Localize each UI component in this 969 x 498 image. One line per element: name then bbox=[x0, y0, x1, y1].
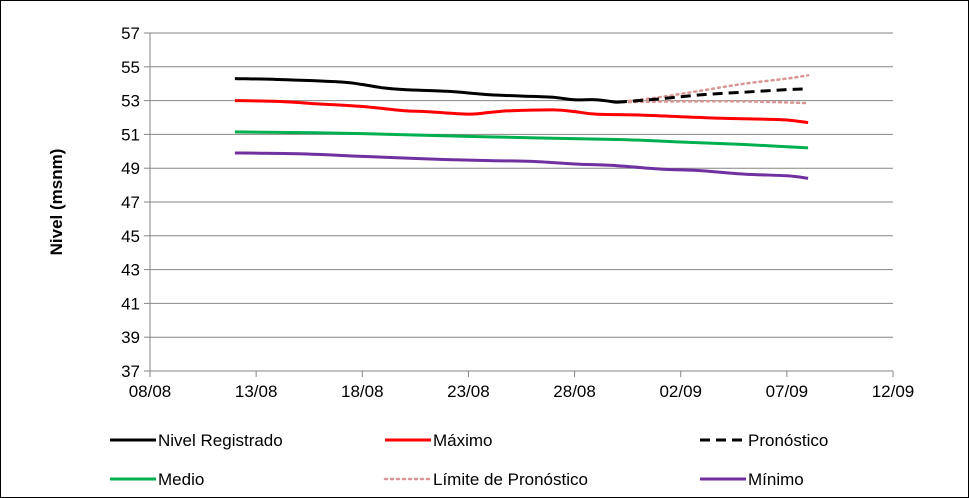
legend-label: Mínimo bbox=[748, 470, 804, 489]
legend-label: Límite de Pronóstico bbox=[433, 470, 588, 489]
x-tick-label: 28/08 bbox=[553, 382, 596, 401]
x-tick-label: 02/09 bbox=[659, 382, 702, 401]
y-tick-label: 53 bbox=[121, 92, 140, 111]
series-line-m-nimo bbox=[234, 151, 809, 180]
y-tick-label: 49 bbox=[121, 159, 140, 178]
x-tick-label: 12/09 bbox=[872, 382, 915, 401]
y-tick-label: 45 bbox=[121, 227, 140, 246]
x-tick-label: 08/08 bbox=[129, 382, 172, 401]
series-line-l-mite-de-pron-stico bbox=[615, 74, 810, 104]
y-tick-label: 39 bbox=[121, 328, 140, 347]
y-tick-label: 47 bbox=[121, 193, 140, 212]
axes: 37 39 41 43 45 47 49 51 53 55 57 08/08 13/08 18/08 23/… bbox=[121, 24, 914, 401]
legend-label: Máximo bbox=[433, 431, 493, 450]
y-tick-label: 43 bbox=[121, 261, 140, 280]
legend-label: Medio bbox=[158, 470, 204, 489]
x-tick-label: 23/08 bbox=[447, 382, 490, 401]
series-line-nivel-registrado bbox=[234, 77, 618, 104]
gridlines bbox=[150, 32, 893, 372]
y-axis-title: Nivel (msnm) bbox=[47, 149, 66, 256]
series-lines bbox=[234, 74, 810, 180]
y-tick-label: 37 bbox=[121, 362, 140, 381]
series-line-m-ximo bbox=[234, 99, 809, 125]
y-tick-label: 57 bbox=[121, 24, 140, 43]
series-line-l-mite-de-pron-stico-inferior- bbox=[615, 100, 810, 105]
y-tick-label: 55 bbox=[121, 58, 140, 77]
x-tick-label: 07/09 bbox=[766, 382, 809, 401]
x-tick-label: 18/08 bbox=[341, 382, 384, 401]
y-tick-label: 41 bbox=[121, 294, 140, 313]
legend-label: Nivel Registrado bbox=[158, 431, 283, 450]
legend: Nivel Registrado Máximo Pronóstico Medio Lím… bbox=[110, 431, 828, 489]
series-line-pron-stico bbox=[616, 87, 809, 104]
legend-label: Pronóstico bbox=[748, 431, 828, 450]
x-tick-label: 13/08 bbox=[235, 382, 278, 401]
y-tick-label: 51 bbox=[121, 125, 140, 144]
series-line-medio bbox=[234, 130, 809, 150]
